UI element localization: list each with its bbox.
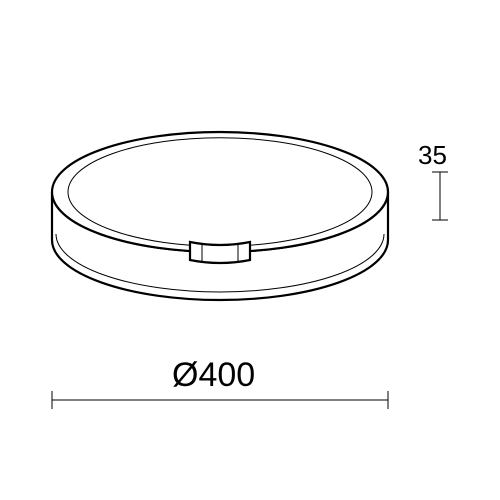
connector-box xyxy=(190,242,250,263)
technical-drawing: Ø400 35 xyxy=(0,0,500,500)
drawing-svg xyxy=(0,0,500,500)
height-label: 35 xyxy=(418,140,447,171)
diameter-label: Ø400 xyxy=(172,356,255,395)
ring-top-outer xyxy=(52,132,388,252)
